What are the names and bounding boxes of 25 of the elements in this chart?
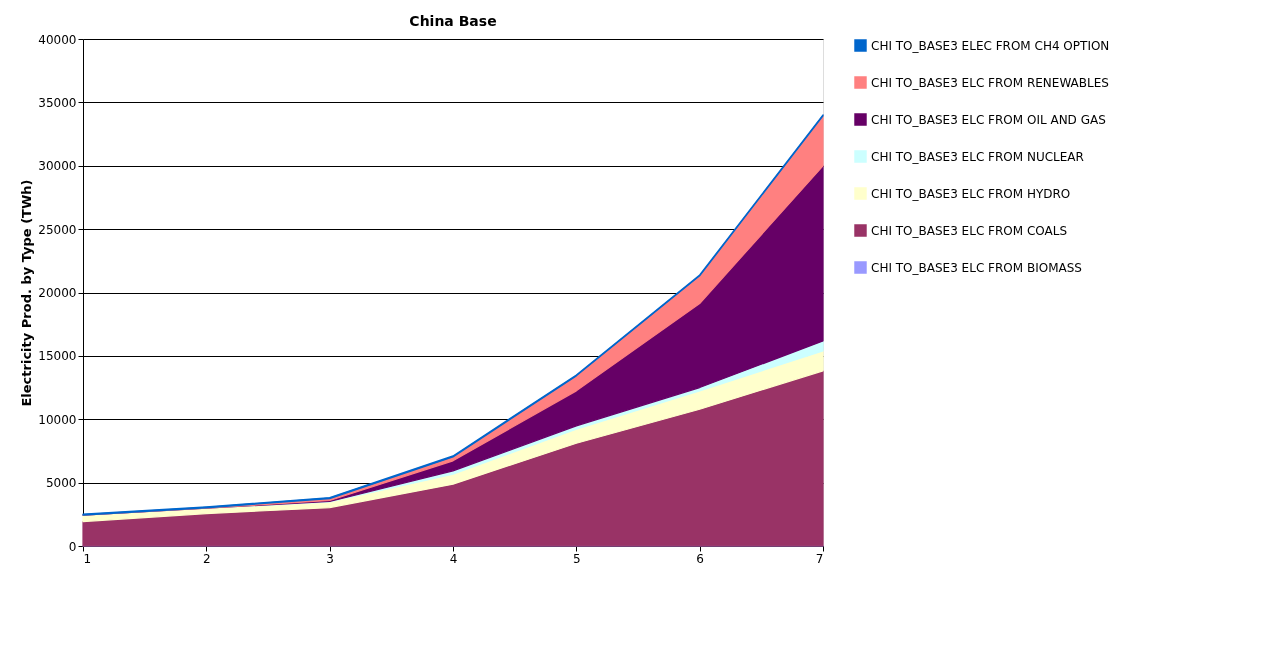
legend-label: CHI TO_BASE3 ELC FROM HYDRO xyxy=(871,186,1071,201)
legend-label: CHI TO_BASE3 ELEC FROM CH4 OPTION xyxy=(871,38,1110,53)
chart-title: China Base xyxy=(409,13,497,29)
y-axis-title: Electricity Prod. by Type (TWh) xyxy=(19,179,35,407)
legend-label: CHI TO_BASE3 ELC FROM COALS xyxy=(871,223,1068,238)
legend-label: CHI TO_BASE3 ELC FROM OIL AND GAS xyxy=(871,112,1106,127)
y-tick-label: 10000 xyxy=(38,412,77,427)
x-tick-label: 4 xyxy=(449,551,458,566)
legend-label: CHI TO_BASE3 ELC FROM BIOMASS xyxy=(871,260,1082,275)
y-tick-label: 30000 xyxy=(38,159,77,174)
y-tick-label: 15000 xyxy=(38,349,77,364)
y-tick-label: 5000 xyxy=(45,476,77,491)
y-tick-label: 20000 xyxy=(38,286,77,300)
x-tick-label: 2 xyxy=(203,551,211,566)
legend-label: CHI TO_BASE3 ELC FROM RENEWABLES xyxy=(871,75,1109,90)
y-tick-label: 0 xyxy=(68,539,77,554)
legend-label: CHI TO_BASE3 ELC FROM NUCLEAR xyxy=(871,149,1084,164)
y-tick-label: 35000 xyxy=(38,95,77,110)
y-tick-label: 25000 xyxy=(38,222,77,237)
x-tick-label: 5 xyxy=(573,551,581,566)
y-tick-label: 40000 xyxy=(38,32,77,47)
x-tick-label: 1 xyxy=(83,551,92,566)
x-tick-label: 3 xyxy=(326,551,334,566)
x-tick-label: 7 xyxy=(815,551,824,566)
x-tick-label: 6 xyxy=(696,551,704,566)
